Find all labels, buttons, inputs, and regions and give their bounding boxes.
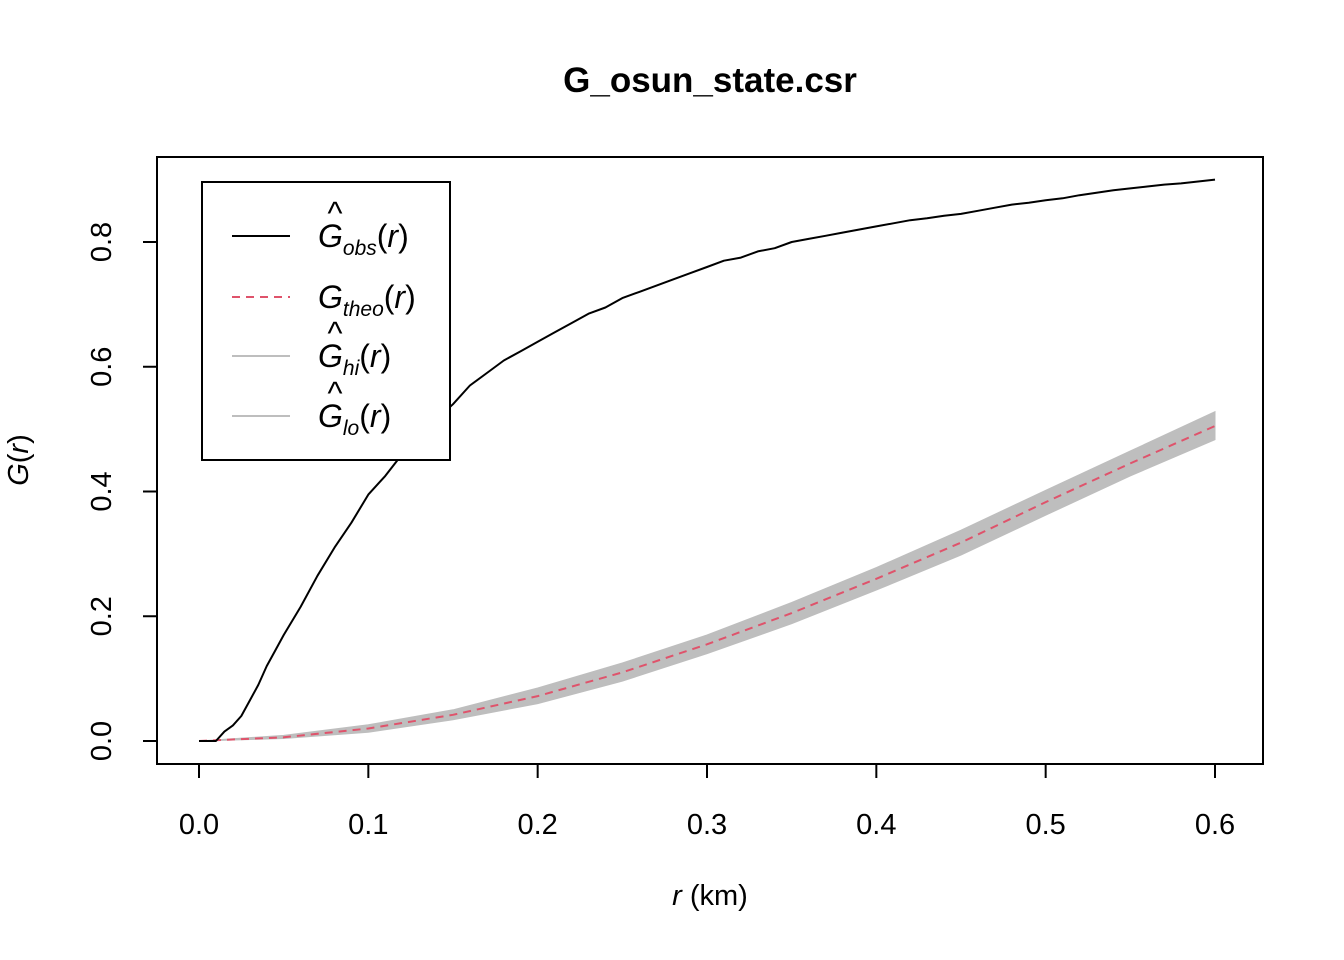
x-axis: 0.0 0.1 0.2 0.3 0.4 0.5 0.6 (179, 763, 1235, 841)
x-axis-unit: (km) (682, 880, 748, 912)
legend-hat-lo: ^ (327, 375, 343, 411)
y-tick-label: 0.8 (86, 222, 118, 262)
x-axis-variable: r (672, 880, 683, 912)
legend-hat-hi: ^ (327, 315, 343, 351)
x-tick-label: 0.1 (348, 809, 388, 841)
y-axis: 0.0 0.2 0.4 0.6 0.8 (86, 222, 158, 761)
series-layer (198, 178, 1216, 742)
y-tick-label: 0.4 (86, 471, 118, 511)
y-tick-label: 0.6 (86, 347, 118, 387)
series-line-theo (198, 425, 1216, 742)
y-tick-label: 0.0 (86, 721, 118, 761)
x-tick-label: 0.2 (518, 809, 558, 841)
x-tick-label: 0.0 (179, 809, 219, 841)
y-axis-label: G(r) (3, 434, 35, 486)
legend-label-lo: Glo(r) (318, 398, 391, 440)
legend: Gobs(r)^Gtheo(r)Ghi(r)^Glo(r)^ (201, 181, 451, 461)
x-tick-label: 0.4 (856, 809, 896, 841)
x-axis-label: r (km) (672, 880, 748, 912)
y-tick-label: 0.2 (86, 596, 118, 636)
legend-box (201, 181, 451, 461)
y-axis-open-paren: ( (3, 453, 35, 463)
x-tick-label: 0.6 (1195, 809, 1235, 841)
y-axis-function: G (3, 463, 35, 486)
y-axis-argument: r (3, 443, 35, 454)
envelope-layer (198, 410, 1216, 742)
legend-label-obs: Gobs(r) (318, 218, 409, 260)
series-line-obs (199, 178, 1216, 742)
legend-hat-obs: ^ (327, 195, 343, 231)
envelope-band (198, 410, 1216, 742)
chart-title: G_osun_state.csr (563, 61, 857, 100)
legend-label-hi: Ghi(r) (318, 338, 391, 380)
legend-label-theo: Gtheo(r) (318, 279, 416, 321)
y-axis-close-paren: ) (3, 434, 35, 444)
x-tick-label: 0.3 (687, 809, 727, 841)
x-tick-label: 0.5 (1026, 809, 1066, 841)
